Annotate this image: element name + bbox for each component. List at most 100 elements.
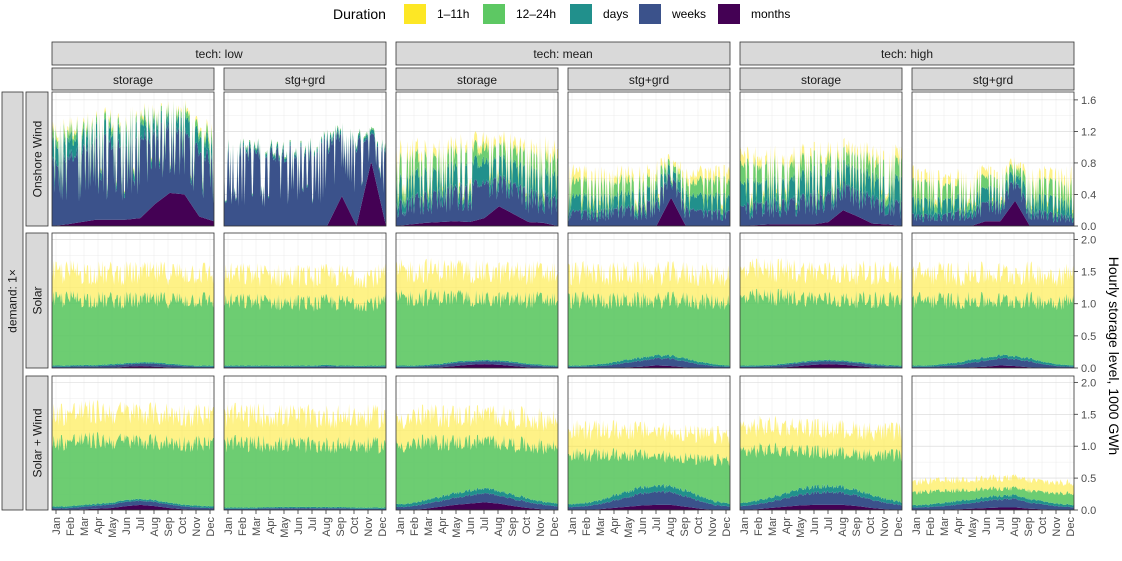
x-tick-label: Aug: [1009, 517, 1021, 537]
area-series-months: [740, 210, 902, 226]
area-series-weeks: [396, 174, 558, 226]
x-tick-label: Feb: [581, 517, 593, 536]
y-tick-label: 0.8: [1081, 158, 1096, 170]
panel-solar-high-stg-grd: [911, 232, 1075, 369]
x-tick-label: Jan: [739, 517, 751, 535]
x-tick-label: Jun: [981, 517, 993, 535]
strip-row-solar-wind: [25, 375, 49, 511]
x-tick-label: Oct: [865, 517, 877, 534]
y-tick-label: 1.6: [1081, 95, 1096, 107]
x-tick-label: Sep: [1023, 517, 1035, 537]
area-series-12-24h: [912, 291, 1074, 366]
panel-onshore-wind-mean-storage: [395, 91, 559, 227]
area-series-12-24h: [740, 288, 902, 366]
area-series-days: [568, 483, 730, 508]
strip-col-label: stg+grd: [285, 73, 325, 87]
area-series-12-24h: [396, 288, 558, 366]
area-series-months: [396, 502, 558, 510]
strip-row-onshore-wind: [25, 91, 49, 227]
panel-solar-wind-mean-stg-grd: [567, 375, 731, 511]
x-tick-label: Aug: [493, 517, 505, 537]
panel-border: [739, 375, 903, 511]
area-series-1-11h: [52, 260, 214, 310]
y-tick-label: 0.5: [1081, 473, 1096, 485]
x-tick-label: Oct: [349, 517, 361, 534]
x-tick-label: Dec: [549, 517, 561, 537]
x-tick-label: Aug: [321, 517, 333, 537]
area-series-weeks: [568, 490, 730, 510]
area-series-weeks: [912, 176, 1074, 226]
x-tick-label: Jul: [651, 517, 663, 531]
area-series-weeks: [224, 128, 386, 226]
x-tick-label: Jun: [293, 517, 305, 535]
area-series-days: [568, 164, 730, 222]
area-series-months: [912, 365, 1074, 368]
x-tick-label: Mar: [423, 517, 435, 536]
legend-label-1-11h: 1–11h: [437, 7, 469, 21]
area-series-1-11h: [740, 415, 902, 463]
panel-border: [51, 375, 215, 511]
strip-col-2: [223, 67, 387, 91]
area-series-days: [224, 124, 386, 208]
area-series-12-24h: [52, 431, 214, 507]
x-tick-label: Jul: [307, 517, 319, 531]
panel-onshore-wind-mean-stg-grd: [567, 91, 731, 227]
area-series-weeks: [568, 173, 730, 226]
x-tick-label: Apr: [953, 517, 965, 534]
legend: Duration 1–11h 12–24h days weeks months: [333, 4, 790, 24]
strip-row-solar: [25, 232, 49, 369]
panels: [51, 91, 1075, 511]
strip-col-5: [739, 67, 903, 91]
legend-title: Duration: [333, 6, 386, 22]
area-series-12-24h: [568, 291, 730, 366]
y-tick-label: 2.0: [1081, 377, 1096, 389]
area-series-weeks: [568, 357, 730, 368]
panel-border: [395, 232, 559, 369]
y-tick-label: 1.5: [1081, 267, 1096, 279]
strip-col-1: [51, 67, 215, 91]
area-series-weeks: [52, 363, 214, 368]
x-tick-label: Mar: [767, 517, 779, 536]
area-series-1-11h: [396, 403, 558, 455]
x-tick-label: Jun: [809, 517, 821, 535]
area-series-months: [568, 504, 730, 510]
legend-swatch-12-24h: [483, 4, 505, 24]
strip-label-tech-high: tech: high: [881, 47, 933, 61]
x-tick-label: Feb: [925, 517, 937, 536]
x-tick-label: Jun: [637, 517, 649, 535]
y-tick-label: 1.0: [1081, 441, 1096, 453]
x-tick-label: Jul: [823, 517, 835, 531]
area-series-12-24h: [568, 447, 730, 505]
strip-col-label: storage: [457, 73, 497, 87]
x-tick-label: Mar: [939, 517, 951, 536]
y-tick-label: 2.0: [1081, 234, 1096, 246]
panel-border: [739, 232, 903, 369]
panel-onshore-wind-high-stg-grd: [911, 91, 1075, 227]
panel-border: [567, 232, 731, 369]
y-tick-label: 0.0: [1081, 363, 1096, 375]
panel-border: [567, 375, 731, 511]
y-axes: 0.00.40.81.21.60.00.51.01.52.00.00.51.01…: [1074, 95, 1096, 517]
x-tick-label: Jun: [121, 517, 133, 535]
area-series-1-11h: [912, 474, 1074, 496]
area-series-1-11h: [224, 262, 386, 312]
x-tick-label: May: [451, 517, 463, 538]
area-series-12-24h: [912, 486, 1074, 506]
x-tick-label: Jan: [911, 517, 923, 535]
area-series-weeks: [396, 492, 558, 510]
x-tick-label: Jan: [51, 517, 63, 535]
panel-solar-mean-stg-grd: [567, 232, 731, 369]
area-series-days: [396, 487, 558, 508]
x-tick-label: Aug: [665, 517, 677, 537]
x-tick-label: Oct: [521, 517, 533, 534]
area-series-weeks: [740, 180, 902, 226]
area-series-months: [52, 192, 214, 226]
area-series-1-11h: [52, 399, 214, 453]
panel-border: [223, 232, 387, 369]
area-series-12-24h: [396, 433, 558, 505]
x-tick-label: Dec: [377, 517, 389, 537]
area-series-1-11h: [740, 137, 902, 210]
x-tick-label: Mar: [79, 517, 91, 536]
area-series-days: [740, 483, 902, 507]
area-series-weeks: [912, 357, 1074, 368]
